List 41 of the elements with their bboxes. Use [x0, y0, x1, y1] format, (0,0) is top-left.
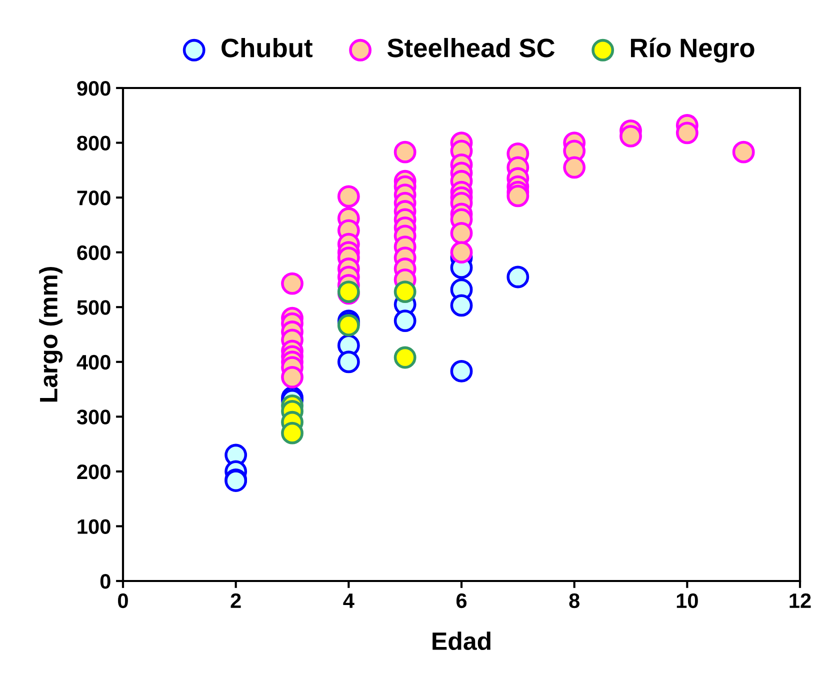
- point: [506, 184, 530, 208]
- x-tick-label: 12: [790, 593, 811, 608]
- x-tick-label: 2: [230, 593, 241, 608]
- point: [450, 360, 473, 382]
- point: [450, 294, 473, 317]
- x-tick-label: 8: [569, 593, 580, 608]
- y-tick-label: 900: [77, 81, 110, 96]
- y-tick-label: 400: [76, 354, 110, 370]
- point: [450, 241, 473, 264]
- x-tick-label: 0: [118, 593, 128, 608]
- point: [281, 366, 304, 388]
- point: [337, 350, 360, 374]
- point: [620, 124, 642, 148]
- y-tick-label: 300: [76, 410, 110, 424]
- y-axis-title: Largo (mm): [39, 266, 63, 402]
- point: [676, 122, 698, 144]
- y-tick-label: 100: [78, 519, 110, 534]
- point: [563, 156, 586, 179]
- point: [337, 185, 360, 208]
- legend-label: Chubut: [222, 38, 312, 58]
- y-tick-label: 700: [77, 190, 110, 206]
- point: [506, 266, 530, 288]
- y-tick-label: 600: [77, 245, 110, 260]
- x-tick-label: 6: [456, 593, 467, 608]
- point: [394, 346, 416, 369]
- x-tick-label: 10: [676, 593, 698, 608]
- y-tick-label: 200: [77, 464, 110, 480]
- legend-label: Steelhead SC: [387, 38, 555, 58]
- point: [394, 280, 416, 303]
- point: [450, 222, 473, 244]
- point: [281, 422, 304, 444]
- point: [281, 272, 304, 295]
- point: [394, 310, 416, 332]
- y-tick-label: 500: [77, 300, 110, 315]
- y-tick-label: 0: [100, 574, 110, 589]
- point: [732, 140, 755, 164]
- x-tick-label: 4: [343, 594, 354, 608]
- y-tick-label: 800: [77, 136, 110, 151]
- legend-label: Río Negro: [630, 38, 754, 63]
- point: [394, 140, 416, 164]
- x-axis-title: Edad: [432, 632, 490, 650]
